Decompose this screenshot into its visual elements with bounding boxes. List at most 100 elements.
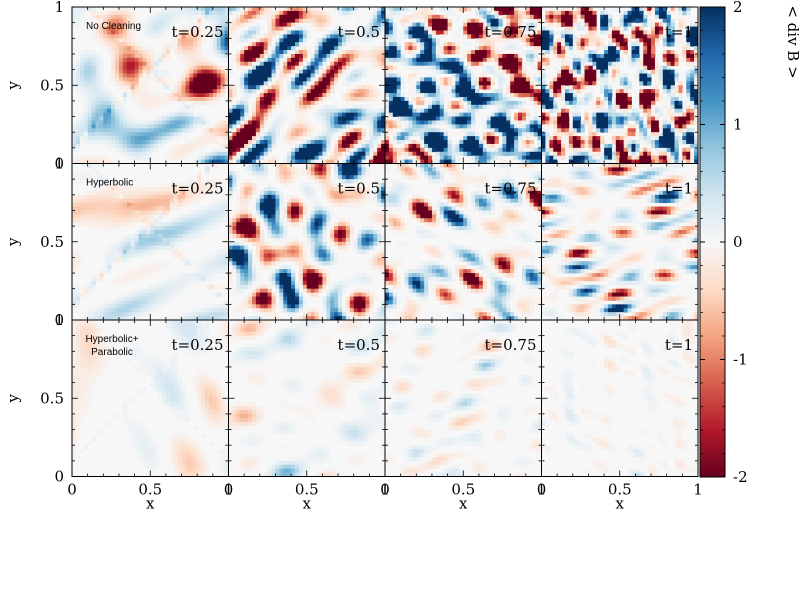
heatmap-cell <box>658 73 664 78</box>
heatmap-cell <box>373 116 378 121</box>
heatmap-cell <box>647 124 652 129</box>
heatmap-cell <box>279 57 284 63</box>
heatmap-cell <box>392 53 398 59</box>
heatmap-cell <box>365 104 370 110</box>
heatmap-cell <box>244 85 249 90</box>
heatmap-cell <box>232 7 237 12</box>
heatmap-cell <box>75 18 81 24</box>
heatmap-cell <box>541 96 546 102</box>
heatmap-cell <box>365 147 370 153</box>
heatmap-cell <box>654 108 660 114</box>
heatmap-cell <box>431 96 437 102</box>
heatmap-cell <box>635 69 640 74</box>
heatmap-cell <box>545 26 550 31</box>
heatmap-cell <box>553 116 558 121</box>
heatmap-cell <box>424 57 429 63</box>
heatmap-cell <box>408 147 413 153</box>
heatmap-cell <box>189 120 194 125</box>
heatmap-cell <box>99 57 104 63</box>
heatmap-cell <box>326 46 331 51</box>
heatmap-cell <box>181 81 186 86</box>
heatmap-cell <box>306 46 312 51</box>
heatmap-cell <box>126 14 132 20</box>
heatmap-cell <box>521 120 527 125</box>
heatmap-cell <box>169 116 175 121</box>
heatmap-cell <box>576 53 582 59</box>
heatmap-cell <box>201 89 206 94</box>
heatmap-cell <box>306 147 312 153</box>
heatmap-cell <box>459 124 464 129</box>
heatmap-cell <box>588 124 593 129</box>
heatmap-cell <box>197 77 202 82</box>
heatmap-cell <box>291 147 296 153</box>
heatmap-cell <box>263 7 269 12</box>
heatmap-cell <box>263 112 269 117</box>
heatmap-cell <box>87 57 92 63</box>
heatmap-cell <box>502 100 507 106</box>
heatmap-cell <box>557 132 562 137</box>
heatmap-cell <box>205 18 210 24</box>
heatmap-cell <box>564 18 570 24</box>
heatmap-cell <box>310 69 315 74</box>
heatmap-cell <box>142 151 147 157</box>
heatmap-cell <box>150 100 155 106</box>
heatmap-cell <box>95 159 100 164</box>
heatmap-cell <box>95 65 100 70</box>
heatmap-cell <box>134 140 139 145</box>
heatmap-cell <box>600 42 605 47</box>
heatmap-cell <box>255 93 261 98</box>
heatmap-cell <box>572 100 578 106</box>
heatmap-cell <box>533 151 538 157</box>
heatmap-cell <box>255 38 261 43</box>
heatmap-cell <box>353 155 359 160</box>
heatmap-cell <box>666 18 672 24</box>
heatmap-cell <box>158 18 163 24</box>
heatmap-cell <box>627 143 632 149</box>
heatmap-cell <box>561 7 566 12</box>
heatmap-cell <box>240 96 245 102</box>
heatmap-cell <box>267 89 272 94</box>
heatmap-cell <box>122 96 128 102</box>
heatmap-cell <box>314 50 319 55</box>
heatmap-cell <box>244 10 249 16</box>
heatmap-cell <box>537 140 542 145</box>
heatmap-cell <box>658 96 664 102</box>
heatmap-cell <box>103 128 108 133</box>
heatmap-cell <box>357 53 362 59</box>
heatmap-cell <box>298 120 304 125</box>
heatmap-cell <box>474 132 480 137</box>
heatmap-cell <box>228 143 233 149</box>
heatmap-cell <box>91 89 96 94</box>
heatmap-cell <box>83 53 89 59</box>
heatmap-cell <box>302 143 308 149</box>
heatmap-cell <box>255 132 261 137</box>
heatmap-cell <box>99 22 104 27</box>
heatmap-panel <box>228 7 385 164</box>
heatmap-cell <box>557 85 562 90</box>
heatmap-cell <box>334 155 339 160</box>
heatmap-cell <box>424 10 429 16</box>
heatmap-cell <box>291 42 296 47</box>
heatmap-cell <box>482 132 488 137</box>
heatmap-cell <box>232 30 237 35</box>
heatmap-cell <box>561 120 566 125</box>
heatmap-cell <box>431 30 437 35</box>
heatmap-cell <box>584 85 589 90</box>
heatmap-cell <box>482 73 488 78</box>
heatmap-cell <box>412 96 417 102</box>
heatmap-cell <box>506 42 511 47</box>
heatmap-cell <box>185 116 190 121</box>
heatmap-cell <box>212 96 218 102</box>
heatmap-cell <box>75 57 81 63</box>
heatmap-cell <box>169 112 175 117</box>
heatmap-cell <box>255 26 261 31</box>
heatmap-cell <box>177 89 182 94</box>
heatmap-cell <box>91 14 96 20</box>
heatmap-cell <box>385 159 390 164</box>
heatmap-cell <box>455 116 460 121</box>
heatmap-cell <box>690 38 695 43</box>
heatmap-cell <box>670 18 675 24</box>
heatmap-cell <box>232 85 237 90</box>
heatmap-cell <box>608 57 613 63</box>
heatmap-cell <box>611 34 617 39</box>
